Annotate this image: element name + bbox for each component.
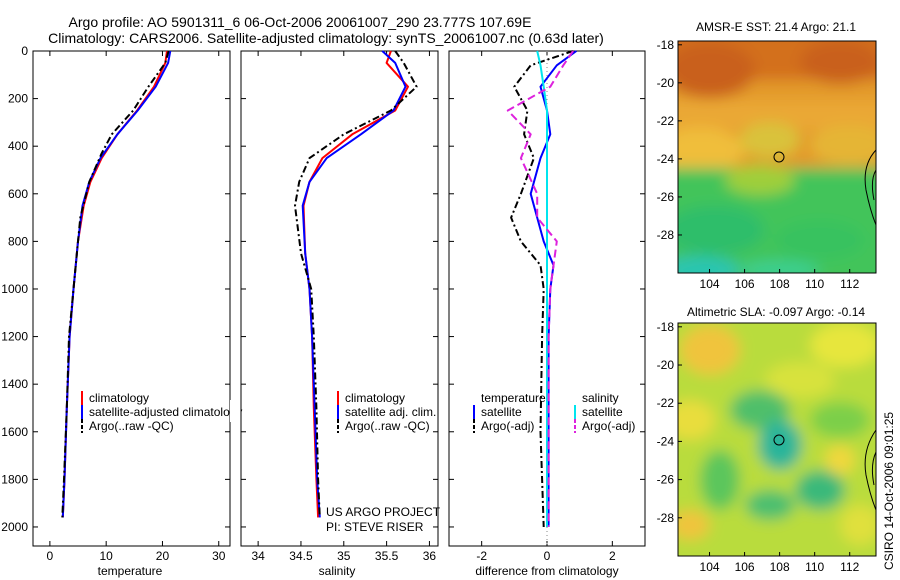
map-y-tick-label: -18 [657,38,675,52]
sst-map-frame [677,40,877,274]
x-tick-label: 35.5 [375,549,399,563]
series-line-satellite-adj-clim- [301,50,407,518]
x-tick-label: 34.5 [289,549,313,563]
y-tick-label: 800 [8,234,28,248]
map-x-tick-label: 110 [805,560,824,574]
legend-label-climatology: climatology [89,391,149,405]
y-tick-label: 1600 [1,425,28,439]
y-tick-label: 2000 [1,520,28,534]
x-tick-label: 10 [99,549,113,563]
y-tick-label: 0 [21,44,28,58]
legend-header-salinity: salinity [582,391,619,405]
figure-title-line1: Argo profile: AO 5901311_6 06-Oct-2006 2… [69,14,532,30]
x-tick-label: 0 [544,549,551,563]
y-tick-label: 1200 [1,330,28,344]
x-tick-label: 36 [423,549,437,563]
salinity-axis-label: salinity [319,564,356,578]
x-tick-label: -2 [476,549,487,563]
legend-label-sal-argo: Argo(-adj) [582,419,635,433]
map-y-tick-label: -20 [657,358,675,372]
pi-annotation: PI: STEVE RISER [326,520,424,534]
map-x-tick-label: 104 [700,277,720,291]
map-x-tick-label: 112 [840,277,859,291]
difference-legend: temperature salinity satellite Argo(-adj… [473,391,635,433]
series-line-argo-raw-qc- [294,50,418,518]
difference-axis-label: difference from climatology [475,564,618,578]
map-y-tick-label: -24 [657,152,675,166]
series-line-satellite-adjusted-climatology [61,50,172,518]
legend-label-temp-argo: Argo(-adj) [481,419,534,433]
x-tick-label: 30 [212,549,226,563]
sla-map-ticks: 104 106 108 110 112 -18 -20 -22 -24 -26 -28 [657,320,860,574]
sla-heatmap [678,323,876,556]
y-tick-label: 400 [8,139,28,153]
series-line-argo-raw-qc- [61,50,170,518]
legend-header-temperature: temperature [481,391,546,405]
map-y-tick-label: -18 [657,320,675,334]
difference-panel: -2 0 2 [449,50,645,563]
map-x-tick-label: 110 [805,277,824,291]
map-y-tick-label: -24 [657,434,675,448]
map-x-tick-label: 104 [700,560,720,574]
y-tick-label: 600 [8,187,28,201]
series-line-temperature-argo-adj- [510,50,574,528]
sst-map-ticks: 104 106 108 110 112 -18 -20 -22 -24 -26 -28 [657,38,860,291]
y-tick-label: 1800 [1,472,28,486]
y-tick-label: 1400 [1,377,28,391]
series-line-temperature-satellite [529,50,577,527]
sla-argo-location-marker [773,434,785,446]
legend-label-sal-satellite: satellite [582,405,623,419]
sst-heatmap [678,41,876,273]
map-x-tick-label: 108 [770,560,790,574]
y-tick-label: 200 [8,92,28,106]
series-line-climatology [302,50,409,518]
project-annotation: US ARGO PROJECT [326,505,441,519]
x-tick-label: 34 [251,549,265,563]
sst-argo-location-marker [773,151,785,163]
series-line-salinity-argo-adj- [506,50,574,527]
salinity-panel-frame [240,50,439,547]
legend-label-argo: Argo(..raw -QC) [89,419,174,433]
sla-map-title: Altimetric SLA: -0.097 Argo: -0.14 [687,305,865,319]
map-y-tick-label: -26 [657,473,675,487]
x-tick-label: 35 [337,549,351,563]
salinity-legend: climatology satellite adj. clim. Argo(..… [337,391,436,433]
x-tick-label: 2 [609,549,616,563]
map-x-tick-label: 108 [770,277,790,291]
map-x-tick-label: 106 [735,277,755,291]
y-tick-label: 1000 [1,282,28,296]
legend-label-satellite: satellite adj. clim. [345,405,436,419]
sst-map-title: AMSR-E SST: 21.4 Argo: 21.1 [696,20,856,34]
series-line-climatology [61,50,168,518]
map-x-tick-label: 112 [840,560,859,574]
temperature-axis-label: temperature [98,564,163,578]
map-y-tick-label: -22 [657,396,675,410]
map-y-tick-label: -28 [657,228,675,242]
map-x-tick-label: 106 [735,560,755,574]
temperature-panel-frame [32,50,231,547]
map-y-tick-label: -22 [657,114,675,128]
legend-label-temp-satellite: satellite [481,405,522,419]
x-tick-label: 0 [47,549,54,563]
sla-map-frame [677,322,877,557]
salinity-panel: 34 34.5 35 35.5 36 [241,50,438,563]
temperature-panel: 0 10 20 30 0 200 400 600 800 1000 1200 1400 1600 1800… [1,44,230,563]
legend-label-argo: Argo(..raw -QC) [345,419,430,433]
map-y-tick-label: -26 [657,190,675,204]
series-line-salinity-satellite [536,50,548,527]
figure-title-line2: Climatology: CARS2006. Satellite-adjuste… [48,30,604,46]
legend-label-climatology: climatology [345,391,405,405]
temperature-legend: climatology satellite-adjusted climatolo… [81,391,242,433]
legend-label-satellite: satellite-adjusted climatology [89,405,242,419]
x-tick-label: 20 [156,549,170,563]
map-y-tick-label: -20 [657,76,675,90]
map-y-tick-label: -28 [657,511,675,525]
side-timestamp-label: CSIRO 14-Oct-2006 09:01:25 [882,412,896,570]
